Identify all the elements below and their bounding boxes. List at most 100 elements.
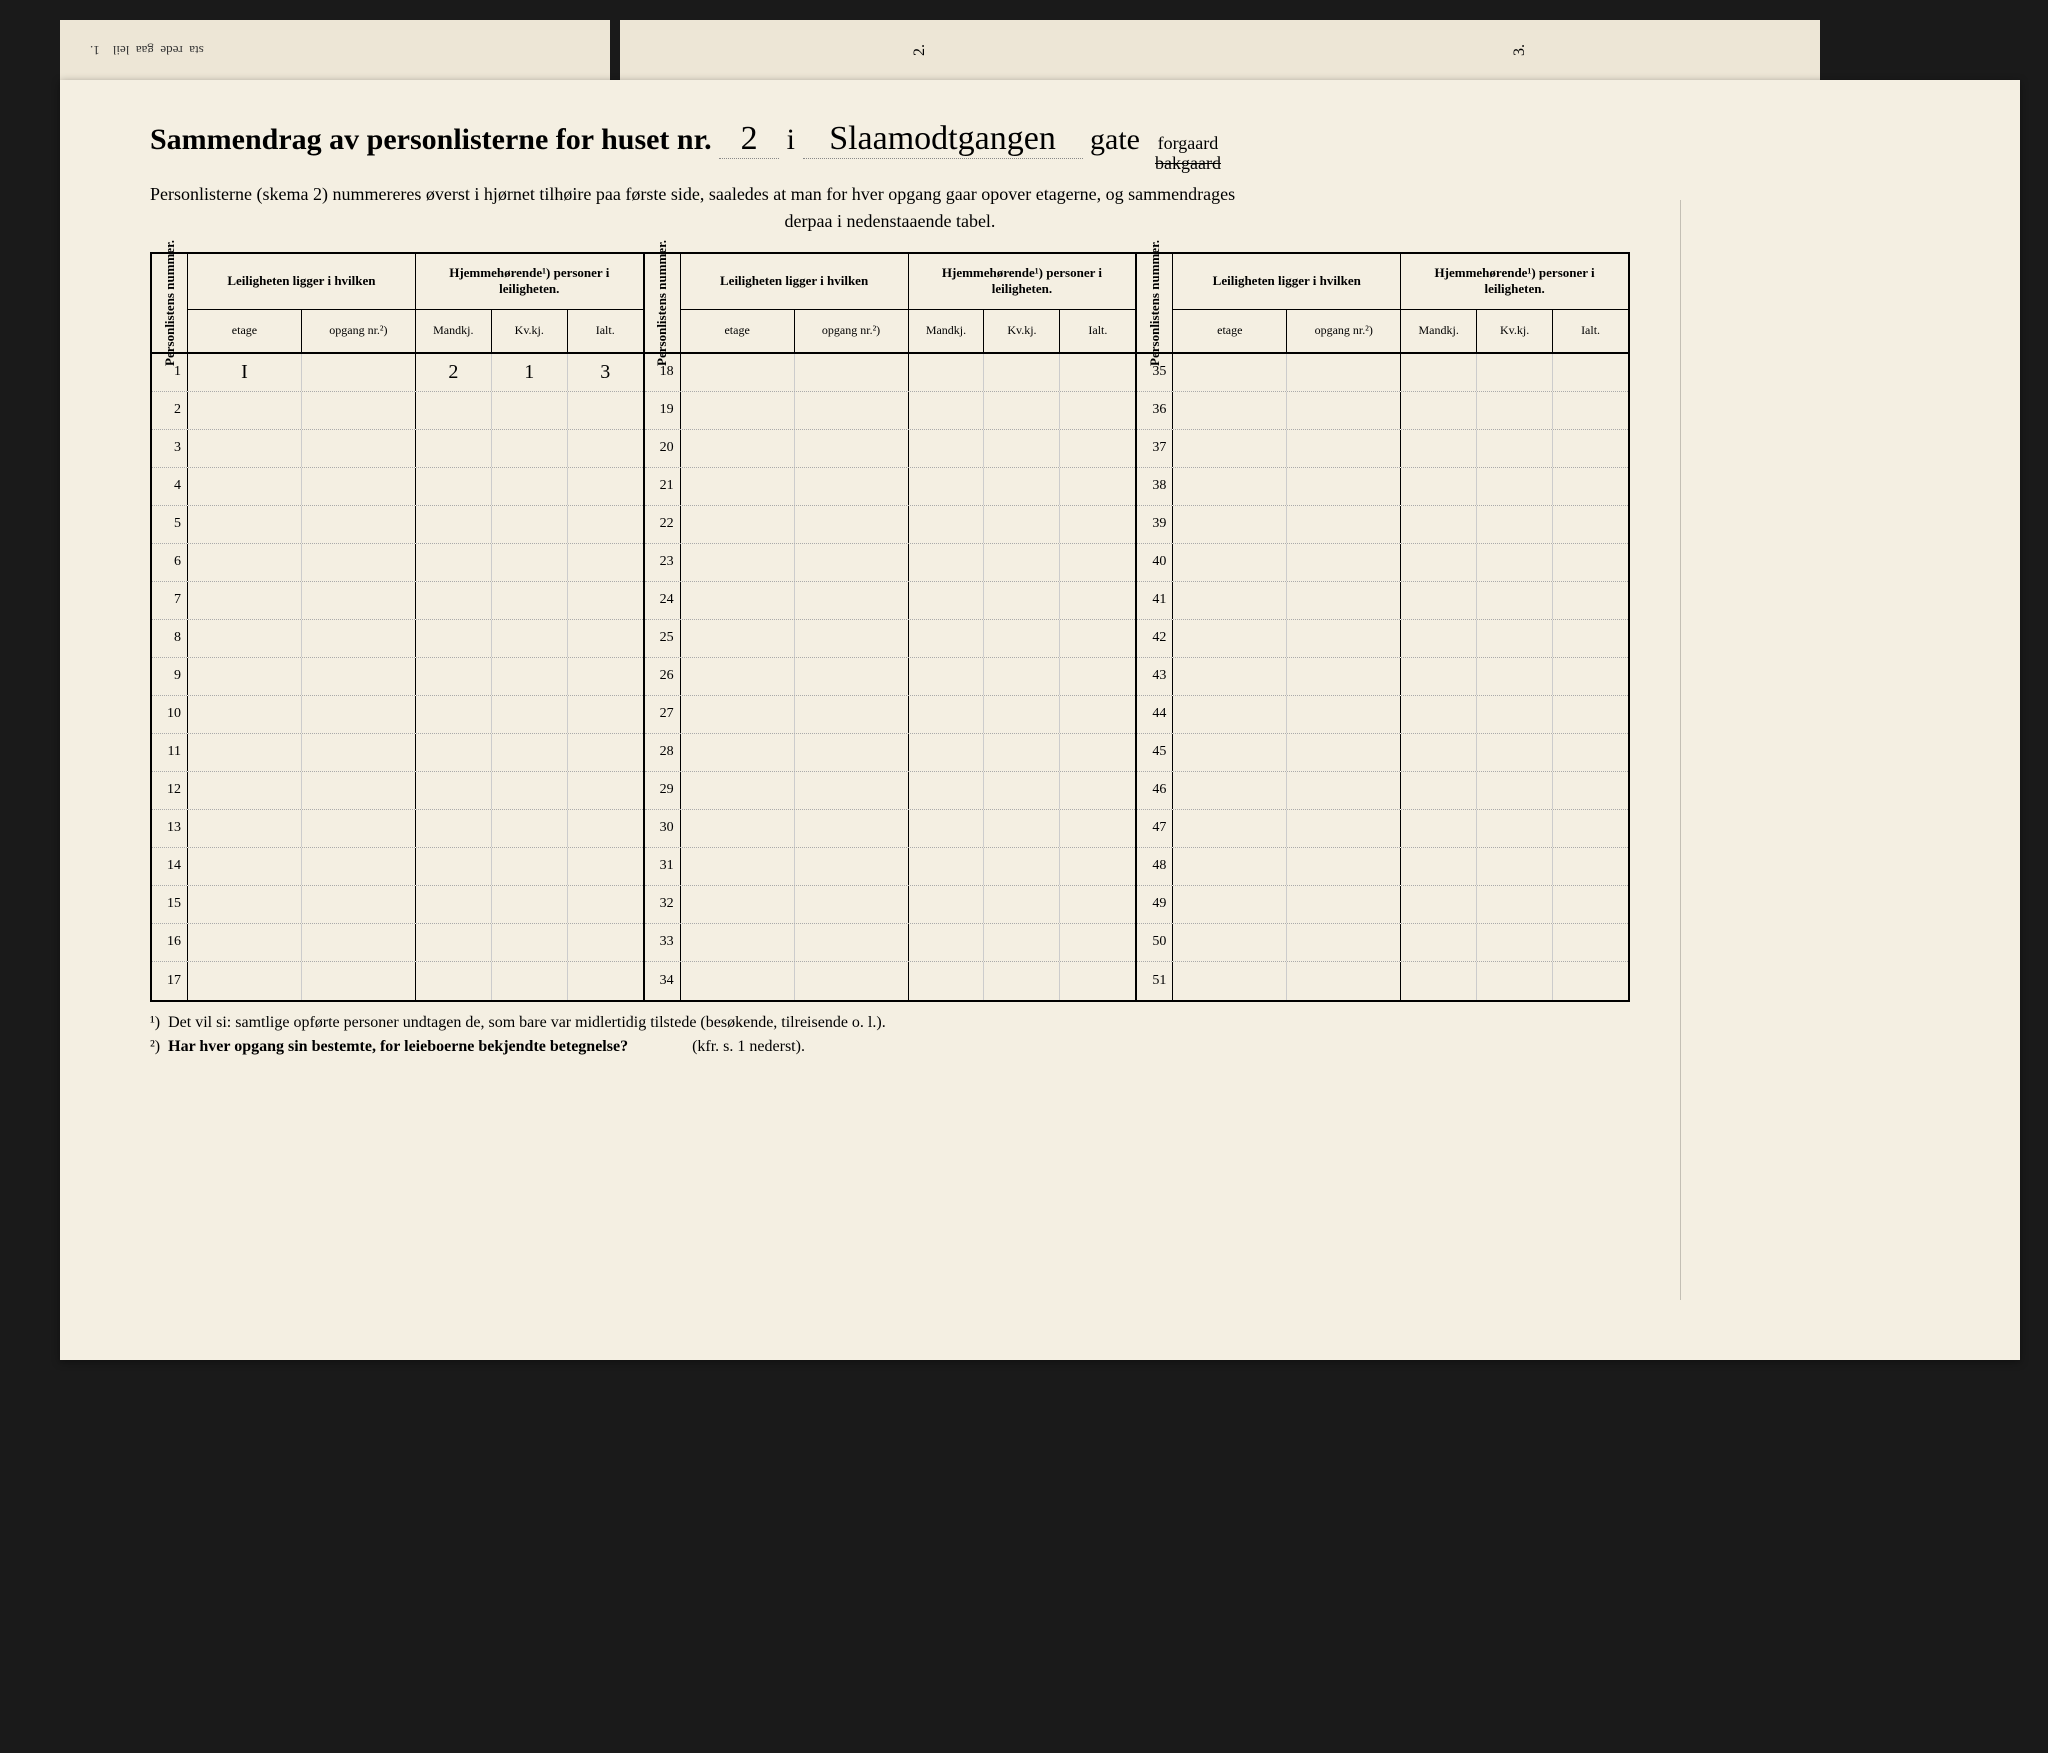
cell-kvkj	[984, 962, 1060, 1000]
cell-ialt	[1553, 392, 1628, 429]
cell-mandkj	[1401, 620, 1477, 657]
cell-mandkj	[909, 620, 985, 657]
cell-opgang	[1287, 354, 1400, 391]
cell-group-leilighet	[188, 886, 416, 923]
cell-group-hjemmeh	[1401, 848, 1628, 885]
cell-mandkj	[416, 886, 492, 923]
cell-opgang	[1287, 696, 1400, 733]
cell-group-leilighet	[1173, 924, 1401, 961]
cell-group-hjemmeh	[909, 886, 1136, 923]
subheader-line-1: Personlisterne (skema 2) nummereres øver…	[150, 184, 1630, 205]
table-row: 48	[1137, 848, 1628, 886]
table-row: 21	[645, 468, 1136, 506]
row-number: 31	[645, 848, 681, 885]
cell-group-hjemmeh	[909, 544, 1136, 581]
table-header: Personlistens nummer. Leiligheten ligger…	[152, 254, 643, 354]
col-personlist-nummer-2: Personlistens nummer.	[645, 254, 681, 352]
cell-group-leilighet	[1173, 468, 1401, 505]
cell-opgang	[1287, 430, 1400, 467]
cell-ialt	[1553, 924, 1628, 961]
cell-group-hjemmeh	[909, 962, 1136, 1000]
cell-mandkj	[416, 582, 492, 619]
cell-opgang	[1287, 392, 1400, 429]
cell-group-hjemmeh	[1401, 696, 1628, 733]
cell-opgang	[1287, 772, 1400, 809]
table-row: 9	[152, 658, 643, 696]
table-row: 17	[152, 962, 643, 1000]
footnotes: ¹) Det vil si: samtlige opførte personer…	[150, 1014, 1630, 1056]
cell-etage	[1173, 620, 1287, 657]
cell-group-leilighet	[1173, 430, 1401, 467]
cell-kvkj	[1477, 696, 1553, 733]
cell-etage	[188, 392, 302, 429]
cell-opgang	[795, 810, 908, 847]
cell-ialt	[568, 582, 643, 619]
cell-etage	[681, 772, 795, 809]
cell-opgang	[302, 810, 415, 847]
cell-etage	[188, 468, 302, 505]
cell-kvkj	[1477, 962, 1553, 1000]
cell-kvkj	[1477, 810, 1553, 847]
cell-ialt	[1060, 696, 1135, 733]
row-number: 26	[645, 658, 681, 695]
table-row: 47	[1137, 810, 1628, 848]
cell-ialt	[1553, 886, 1628, 923]
table-row: 11	[152, 734, 643, 772]
cell-group-leilighet	[188, 506, 416, 543]
cell-mandkj	[909, 354, 985, 391]
cell-kvkj	[1477, 582, 1553, 619]
cell-opgang	[302, 430, 415, 467]
cell-group-leilighet: I	[188, 354, 416, 391]
cell-ialt	[1060, 392, 1135, 429]
table-header-3: Personlistens nummer. Leiligheten ligger…	[1137, 254, 1628, 354]
table-row: 43	[1137, 658, 1628, 696]
cell-group-leilighet	[188, 696, 416, 733]
cell-opgang	[302, 924, 415, 961]
cell-opgang	[1287, 544, 1400, 581]
cell-mandkj	[1401, 354, 1477, 391]
cell-group-hjemmeh	[1401, 886, 1628, 923]
cell-etage	[1173, 392, 1287, 429]
cell-mandkj	[1401, 962, 1477, 1000]
cell-kvkj	[984, 620, 1060, 657]
cell-ialt	[1553, 582, 1628, 619]
group-title-leilighet: Leiligheten ligger i hvilken	[188, 254, 415, 310]
cell-group-hjemmeh	[416, 506, 643, 543]
cell-kvkj	[984, 734, 1060, 771]
cell-group-hjemmeh	[1401, 544, 1628, 581]
cell-group-hjemmeh	[1401, 354, 1628, 391]
cell-kvkj	[984, 772, 1060, 809]
cell-group-hjemmeh	[909, 620, 1136, 657]
cell-group-hjemmeh	[416, 734, 643, 771]
cell-group-hjemmeh	[909, 810, 1136, 847]
header-title-line: Sammendrag av personlisterne for huset n…	[150, 120, 1630, 174]
cell-kvkj	[492, 468, 568, 505]
cell-group-leilighet	[681, 430, 909, 467]
cell-ialt	[1553, 810, 1628, 847]
cell-mandkj	[416, 810, 492, 847]
cell-group-leilighet	[1173, 772, 1401, 809]
cell-kvkj	[984, 392, 1060, 429]
cell-group-leilighet	[188, 810, 416, 847]
col-group-hjemmeh-2: Hjemmehørende¹) personer i leiligheten. …	[909, 254, 1136, 352]
cell-ialt	[1553, 506, 1628, 543]
row-number: 28	[645, 734, 681, 771]
cell-opgang	[302, 506, 415, 543]
option-bakgaard-strikethrough: bakgaard	[1155, 154, 1221, 174]
cell-etage	[681, 544, 795, 581]
cell-opgang	[795, 392, 908, 429]
cell-kvkj	[492, 962, 568, 1000]
cell-mandkj	[416, 772, 492, 809]
cell-group-hjemmeh	[1401, 734, 1628, 771]
cell-kvkj	[492, 658, 568, 695]
cell-mandkj	[416, 430, 492, 467]
cell-mandkj	[909, 810, 985, 847]
cell-group-leilighet	[188, 924, 416, 961]
cell-mandkj	[416, 506, 492, 543]
row-number: 19	[645, 392, 681, 429]
cell-mandkj	[1401, 848, 1477, 885]
cell-opgang	[302, 772, 415, 809]
cell-ialt	[1553, 848, 1628, 885]
cell-group-hjemmeh	[909, 468, 1136, 505]
cell-mandkj	[1401, 772, 1477, 809]
